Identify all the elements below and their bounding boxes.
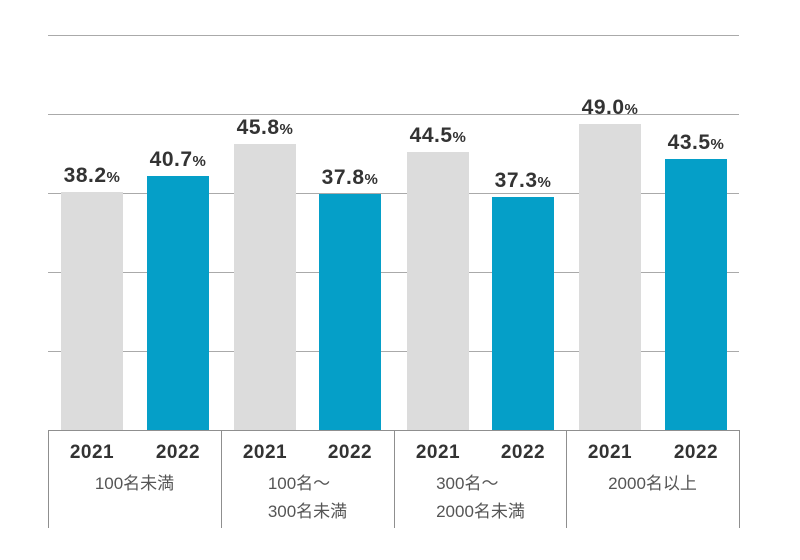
bar-value-number: 37.3 — [494, 169, 538, 192]
bar-value-unit: % — [106, 169, 121, 186]
bar-value-unit: % — [279, 121, 294, 138]
category-label-line: 2000名以上 — [608, 474, 697, 493]
gridline — [48, 272, 739, 273]
bar-value-unit: % — [537, 174, 552, 191]
bar-value-unit: % — [710, 136, 725, 153]
bar-value-number: 43.5 — [667, 131, 711, 154]
bar-2021 — [234, 144, 296, 430]
bar-2021 — [61, 192, 123, 430]
category-label-text: 2000名以上 — [608, 470, 697, 498]
bar-value-label: 43.5% — [668, 131, 725, 157]
year-label: 2022 — [673, 442, 719, 463]
bar-value-unit: % — [192, 153, 207, 170]
bar-2022 — [147, 176, 209, 430]
category-label-text: 300名～ 2000名未満 — [436, 470, 525, 526]
category-label-line: 100名未満 — [94, 474, 175, 493]
year-label: 2021 — [69, 442, 115, 463]
year-label: 2022 — [500, 442, 546, 463]
category-label-line: 300名未満 — [267, 502, 348, 521]
gridline — [48, 351, 739, 352]
bar-value-number: 40.7 — [149, 148, 193, 171]
bar-2021 — [579, 124, 641, 430]
bar-value-number: 44.5 — [409, 124, 453, 147]
bar-value-label: 44.5% — [410, 124, 467, 150]
group-divider — [221, 430, 222, 528]
category-label-line: 100名～ — [267, 474, 331, 493]
bar-value-label: 40.7% — [150, 148, 207, 174]
year-label: 2021 — [242, 442, 288, 463]
gridline — [48, 35, 739, 36]
bar-value-number: 38.2 — [63, 164, 107, 187]
category-label: 100名未満 — [49, 470, 220, 498]
category-label-line: 2000名未満 — [436, 502, 525, 521]
bar-2022 — [492, 197, 554, 430]
bar-value-label: 49.0% — [582, 96, 639, 122]
bar-2022 — [665, 159, 727, 430]
bar-value-unit: % — [364, 171, 379, 188]
year-label: 2021 — [415, 442, 461, 463]
category-label: 100名～ 300名未満 — [222, 470, 393, 526]
category-label-line: 300名～ — [436, 474, 499, 493]
bar-value-number: 37.8 — [321, 166, 365, 189]
category-label-text: 100名～ 300名未満 — [268, 470, 347, 526]
bar-value-unit: % — [452, 129, 467, 146]
bar-value-label: 37.3% — [495, 169, 552, 195]
bar-value-number: 45.8 — [236, 116, 280, 139]
year-label: 2022 — [155, 442, 201, 463]
year-label: 2021 — [587, 442, 633, 463]
gridline — [48, 193, 739, 194]
bar-value-label: 37.8% — [322, 166, 379, 192]
bar-value-unit: % — [624, 101, 639, 118]
bar-2022 — [319, 194, 381, 430]
group-divider — [566, 430, 567, 528]
gridline — [48, 114, 739, 115]
category-label: 2000名以上 — [567, 470, 738, 498]
category-label: 300名～ 2000名未満 — [395, 470, 566, 526]
year-label: 2022 — [327, 442, 373, 463]
bar-value-label: 38.2% — [64, 164, 121, 190]
group-divider — [739, 430, 740, 528]
category-label-text: 100名未満 — [95, 470, 174, 498]
bar-value-number: 49.0 — [581, 96, 625, 119]
bar-2021 — [407, 152, 469, 430]
bar-value-label: 45.8% — [237, 116, 294, 142]
group-divider — [394, 430, 395, 528]
group-divider — [48, 430, 49, 528]
